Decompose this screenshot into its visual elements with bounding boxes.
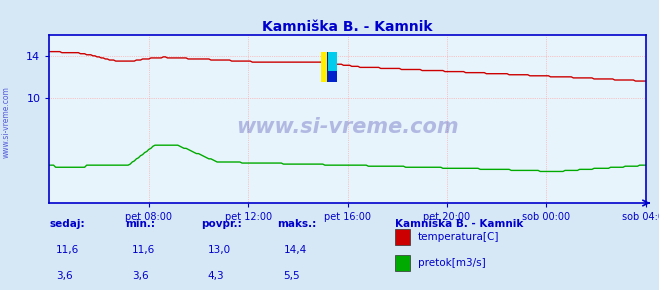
Text: min.:: min.: (125, 219, 156, 229)
Text: 11,6: 11,6 (56, 245, 79, 255)
Bar (328, 52, 337, 71)
Text: www.si-vreme.com: www.si-vreme.com (237, 117, 459, 137)
Text: 11,6: 11,6 (132, 245, 155, 255)
Text: povpr.:: povpr.: (201, 219, 242, 229)
Text: 14,4: 14,4 (283, 245, 306, 255)
Bar (321, 52, 330, 82)
Text: 3,6: 3,6 (56, 271, 72, 281)
Text: 4,3: 4,3 (208, 271, 224, 281)
Text: 13,0: 13,0 (208, 245, 231, 255)
Title: Kamniška B. - Kamnik: Kamniška B. - Kamnik (262, 20, 433, 34)
Text: 5,5: 5,5 (283, 271, 300, 281)
Text: temperatura[C]: temperatura[C] (418, 232, 500, 242)
Text: sedaj:: sedaj: (49, 219, 85, 229)
Text: pretok[m3/s]: pretok[m3/s] (418, 258, 486, 268)
Bar (327, 52, 337, 82)
Text: 3,6: 3,6 (132, 271, 148, 281)
Text: www.si-vreme.com: www.si-vreme.com (2, 86, 11, 158)
Text: maks.:: maks.: (277, 219, 316, 229)
Text: Kamniška B. - Kamnik: Kamniška B. - Kamnik (395, 219, 524, 229)
